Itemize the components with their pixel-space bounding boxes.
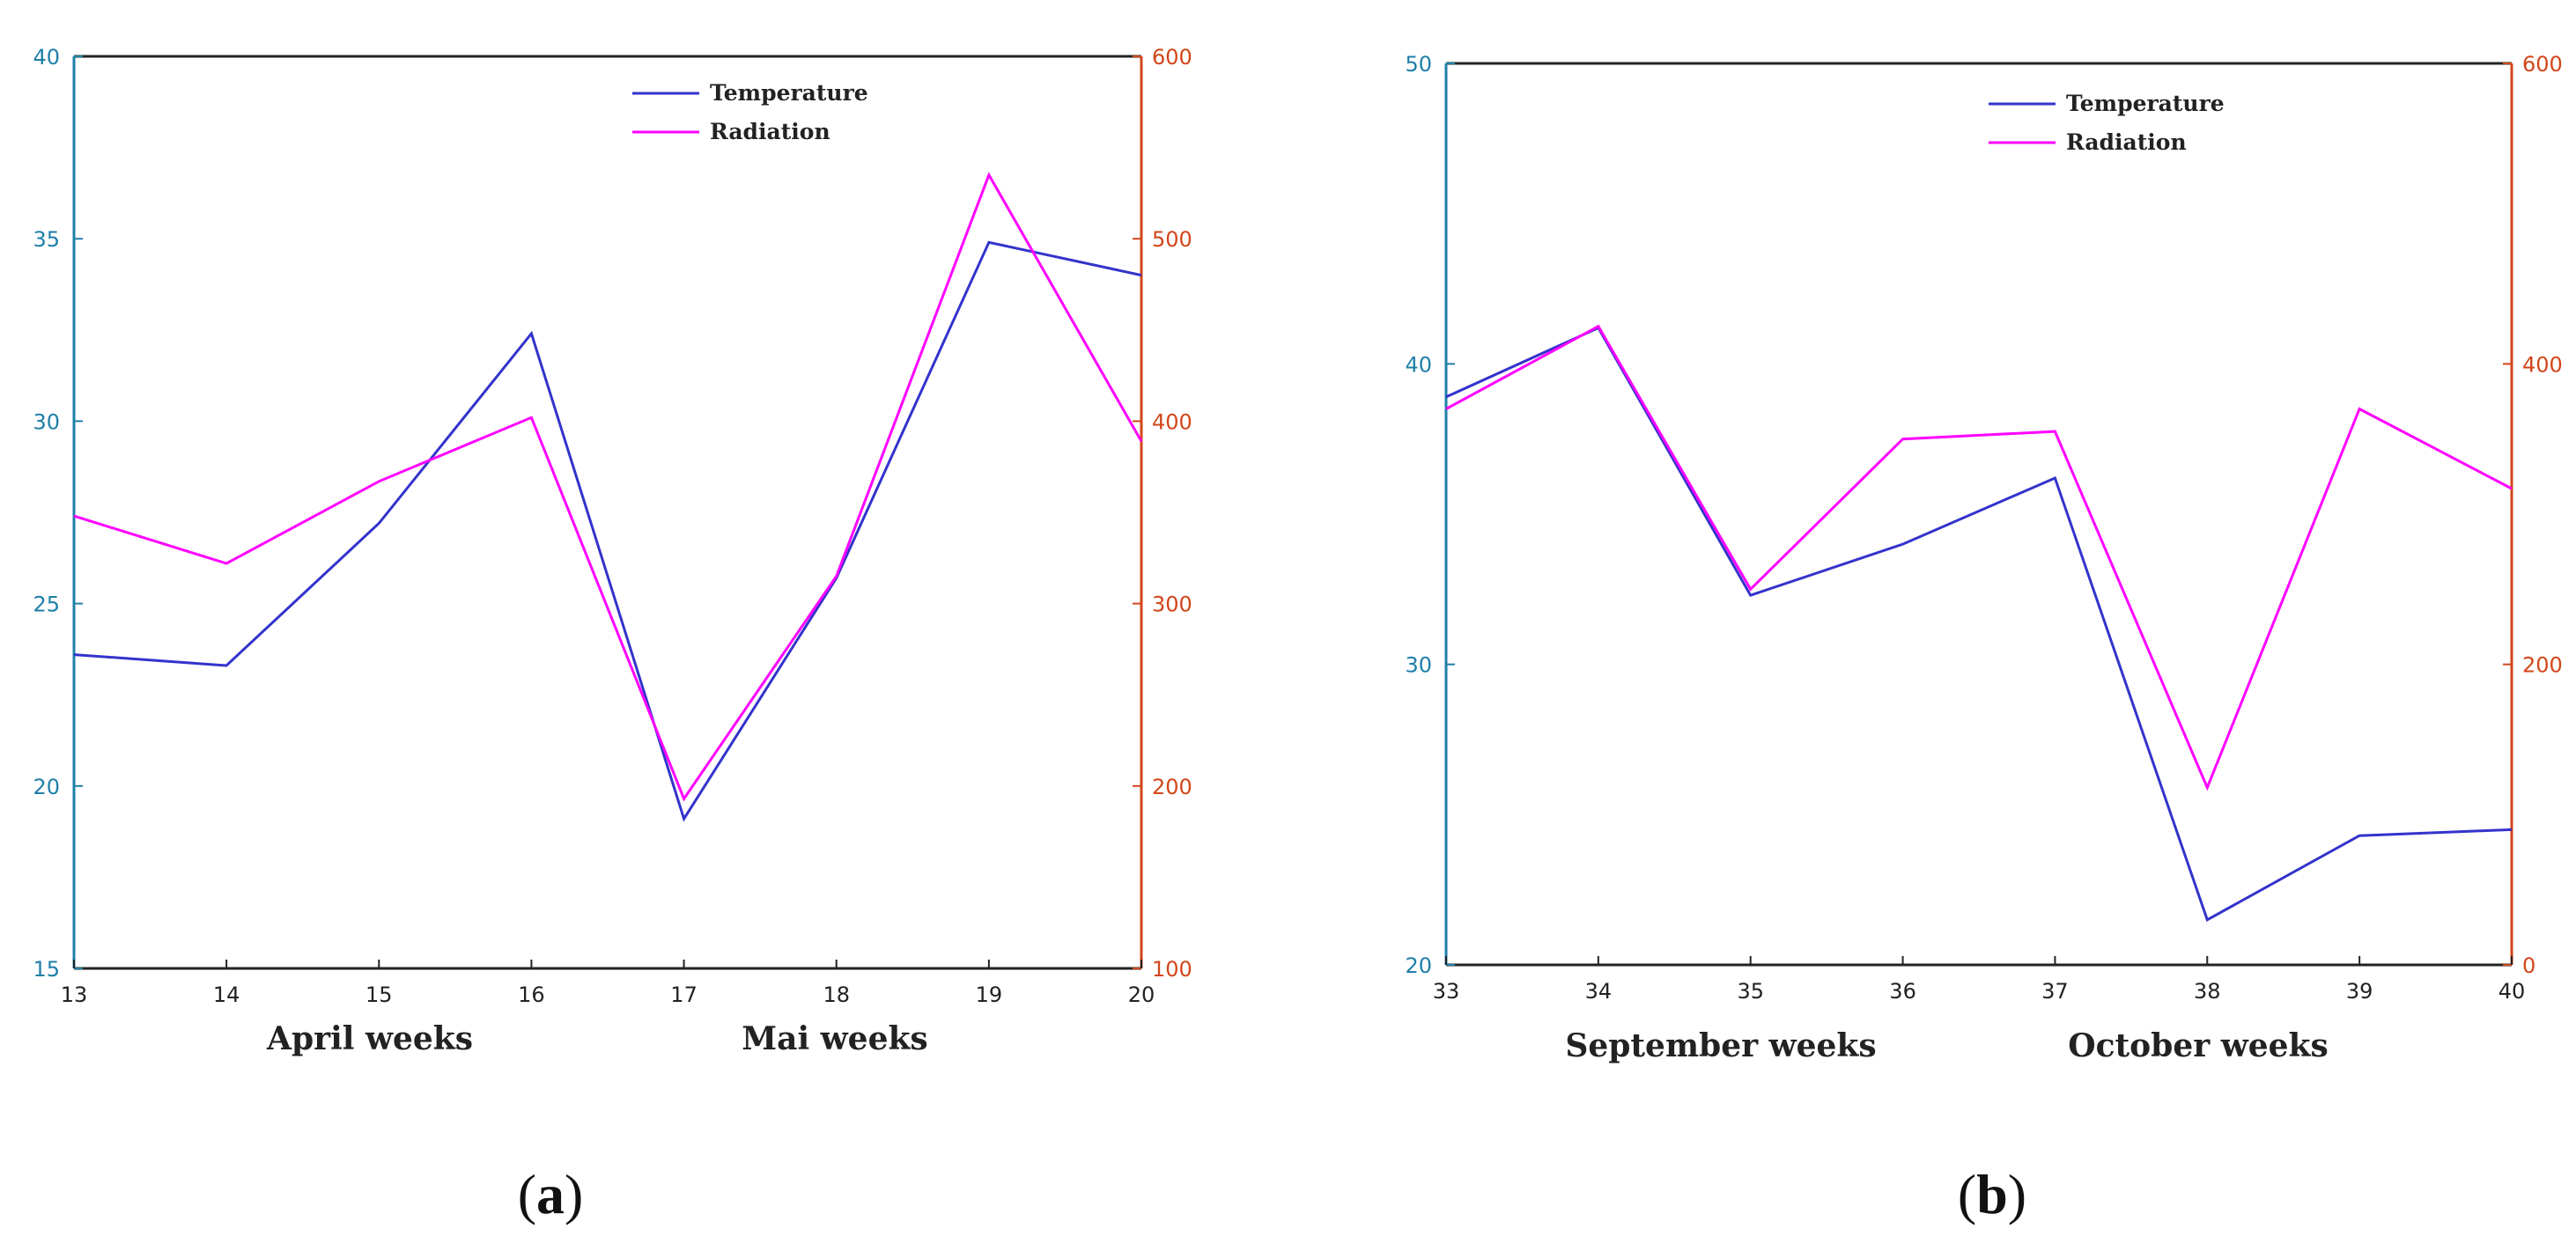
x-tick-label: 15 <box>365 982 393 1007</box>
legend-label-radiation: Radiation <box>2066 129 2187 155</box>
y-right-tick-label: 600 <box>1152 45 1192 70</box>
x-tick-label: 39 <box>2346 979 2373 1004</box>
x-tick-label: 19 <box>976 982 1003 1007</box>
y-right-tick-label: 600 <box>2522 52 2563 77</box>
x-tick-label: 18 <box>823 982 850 1007</box>
y-left-tick-label: 30 <box>1405 653 1432 678</box>
y-left-tick-label: 50 <box>1405 52 1432 77</box>
legend-label-temperature: Temperature <box>2066 91 2225 116</box>
y-left-tick-label: 20 <box>33 775 60 799</box>
x-group-label: April weeks <box>266 1020 473 1057</box>
y-left-tick-label: 15 <box>33 957 60 982</box>
y-right-tick-label: 100 <box>1152 957 1192 982</box>
panel-label: (b) <box>1958 1163 2026 1225</box>
x-tick-label: 16 <box>518 982 545 1007</box>
y-left-tick-label: 20 <box>1405 953 1432 978</box>
series-line-radiation <box>1445 324 2513 791</box>
y-right-tick-label: 200 <box>2522 653 2563 678</box>
x-tick-label: 38 <box>2194 979 2221 1004</box>
y-right-tick-label: 400 <box>2522 352 2563 377</box>
y-right-tick-label: 500 <box>1152 227 1192 252</box>
x-tick-label: 40 <box>2498 979 2526 1004</box>
y-left-tick-label: 40 <box>1405 352 1432 377</box>
y-left-tick-label: 35 <box>33 227 60 252</box>
x-tick-label: 17 <box>670 982 698 1007</box>
panel-label: (a) <box>518 1163 584 1225</box>
x-tick-label: 34 <box>1585 979 1613 1004</box>
y-right-tick-label: 300 <box>1152 592 1192 617</box>
x-tick-label: 20 <box>1128 982 1155 1007</box>
x-tick-label: 13 <box>61 982 88 1007</box>
x-tick-label: 36 <box>1889 979 1916 1004</box>
legend-label-temperature: Temperature <box>710 80 868 106</box>
y-left-tick-label: 25 <box>33 592 60 617</box>
x-tick-label: 14 <box>213 982 240 1007</box>
x-tick-label: 33 <box>1433 979 1460 1004</box>
x-group-label: October weeks <box>2068 1027 2329 1064</box>
legend-label-radiation: Radiation <box>710 119 830 144</box>
series-line-temperature <box>1445 326 2513 922</box>
x-group-label: Mai weeks <box>742 1020 927 1057</box>
chart-panel-a: 15 20 25 30 35 40 100 200 300 400 500 600 13 14 15 16 17… <box>33 45 1192 1225</box>
series-line-radiation <box>73 172 1143 802</box>
series-line-temperature <box>73 240 1142 822</box>
y-right-tick-label: 400 <box>1152 409 1192 434</box>
y-right-tick-label: 200 <box>1152 775 1192 799</box>
chart-panel-b: 20 30 40 50 0 200 400 600 33 34 35 36 37 38 39 40 Temper… <box>1405 52 2562 1225</box>
x-tick-label: 35 <box>1737 979 1764 1004</box>
x-group-label: September weeks <box>1565 1027 1876 1064</box>
y-left-tick-label: 30 <box>33 409 60 434</box>
x-tick-label: 37 <box>2041 979 2069 1004</box>
y-left-tick-label: 40 <box>33 45 60 70</box>
y-right-tick-label: 0 <box>2522 953 2535 978</box>
